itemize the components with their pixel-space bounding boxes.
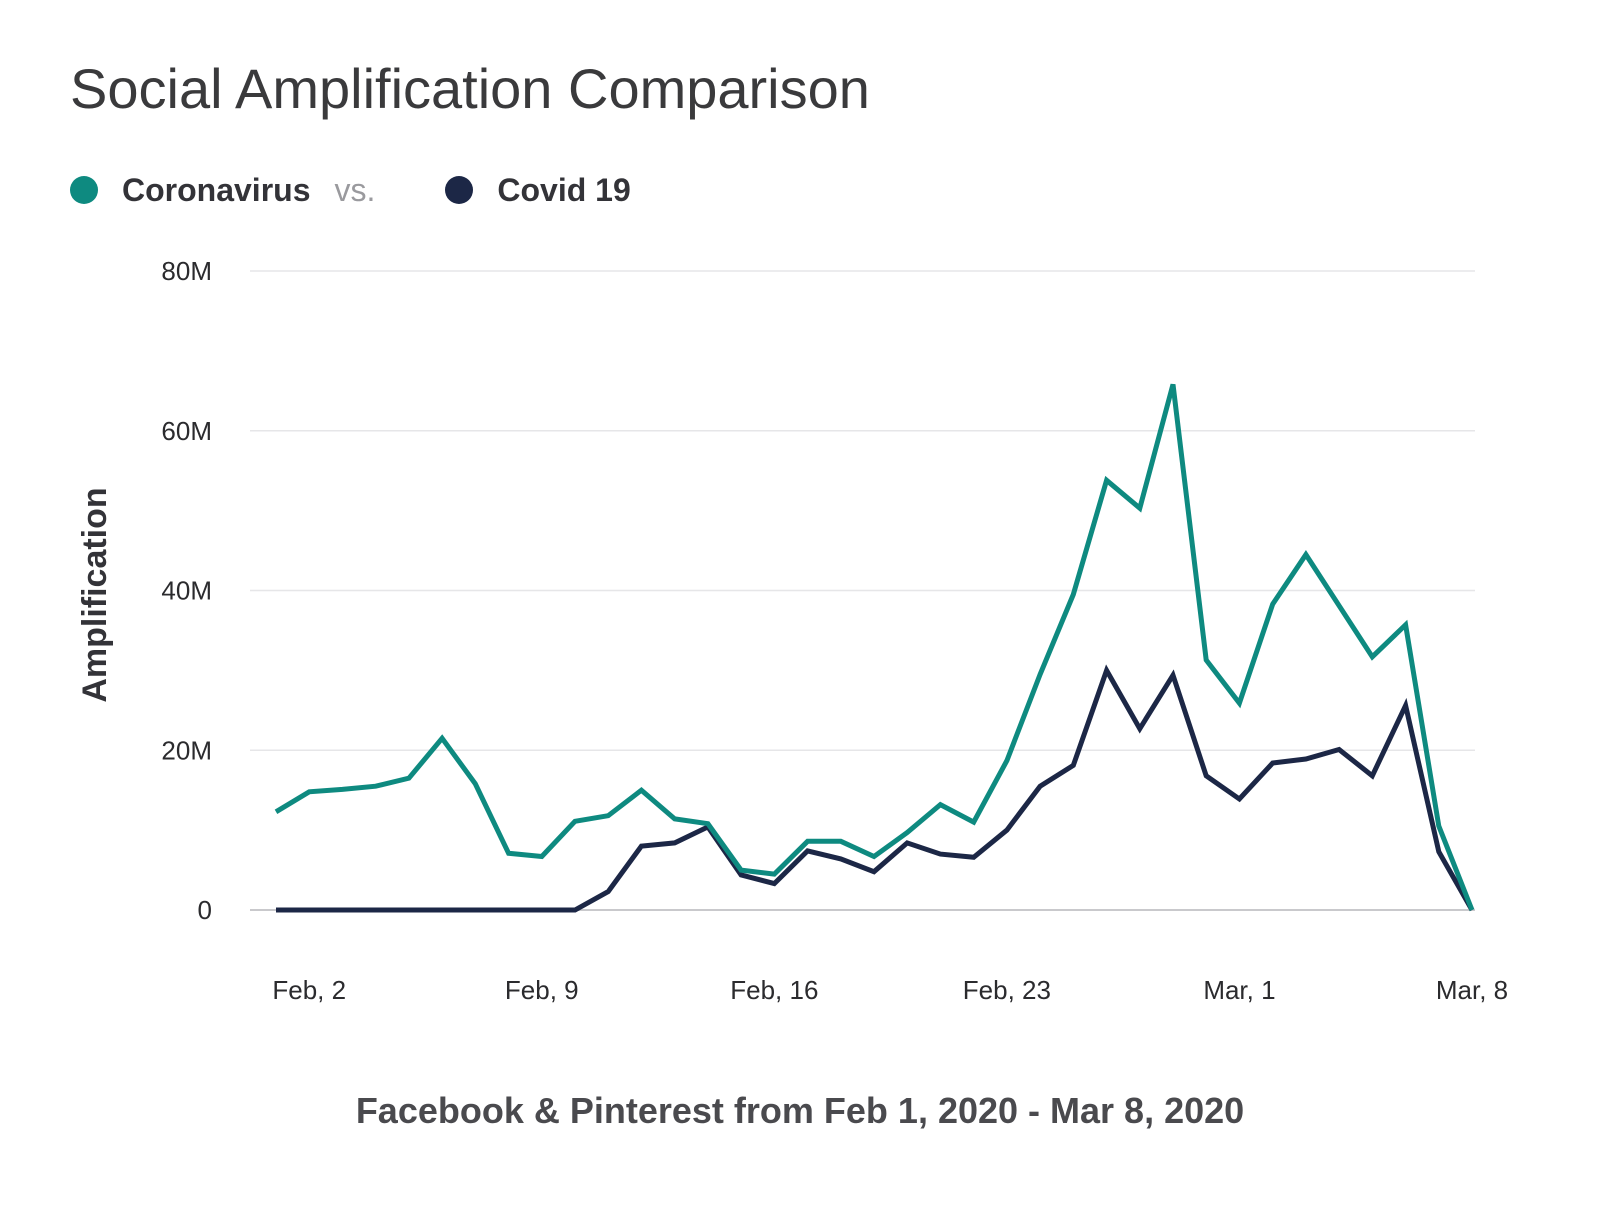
y-axis-ticks: 0 20M 40M 60M 80M <box>161 256 212 925</box>
x-tick-label: Mar, 8 <box>1436 975 1508 1005</box>
y-tick-label: 60M <box>161 416 212 446</box>
x-tick-label: Feb, 23 <box>963 975 1051 1005</box>
chart-title: Social Amplification Comparison <box>70 57 870 120</box>
legend-swatch-coronavirus <box>70 176 98 204</box>
y-tick-label: 80M <box>161 256 212 286</box>
legend-label-coronavirus: Coronavirus <box>122 171 311 208</box>
y-tick-label: 0 <box>198 895 212 925</box>
series-line-covid-19 <box>276 664 1475 913</box>
x-axis-title: Facebook & Pinterest from Feb 1, 2020 - … <box>355 1090 1245 1131</box>
y-tick-label: 20M <box>161 735 212 765</box>
grid-lines <box>250 270 1475 911</box>
x-axis-ticks: Feb, 2 Feb, 9 Feb, 16 Feb, 23 Mar, 1 Mar, 8 <box>272 975 1508 1005</box>
legend-vs-label: vs. <box>334 171 376 208</box>
legend: Coronavirus vs. Covid 19 <box>70 170 631 210</box>
x-tick-label: Feb, 9 <box>505 975 579 1005</box>
series-line-coronavirus <box>274 383 1475 911</box>
x-tick-label: Feb, 2 <box>272 975 346 1005</box>
y-axis-title: Amplification <box>76 487 114 702</box>
y-tick-label: 40M <box>161 576 212 606</box>
legend-label-covid-19: Covid 19 <box>497 171 631 208</box>
x-tick-label: Mar, 1 <box>1203 975 1275 1005</box>
x-tick-label: Feb, 16 <box>730 975 818 1005</box>
series-lines <box>274 383 1475 913</box>
legend-swatch-covid-19 <box>445 176 474 204</box>
